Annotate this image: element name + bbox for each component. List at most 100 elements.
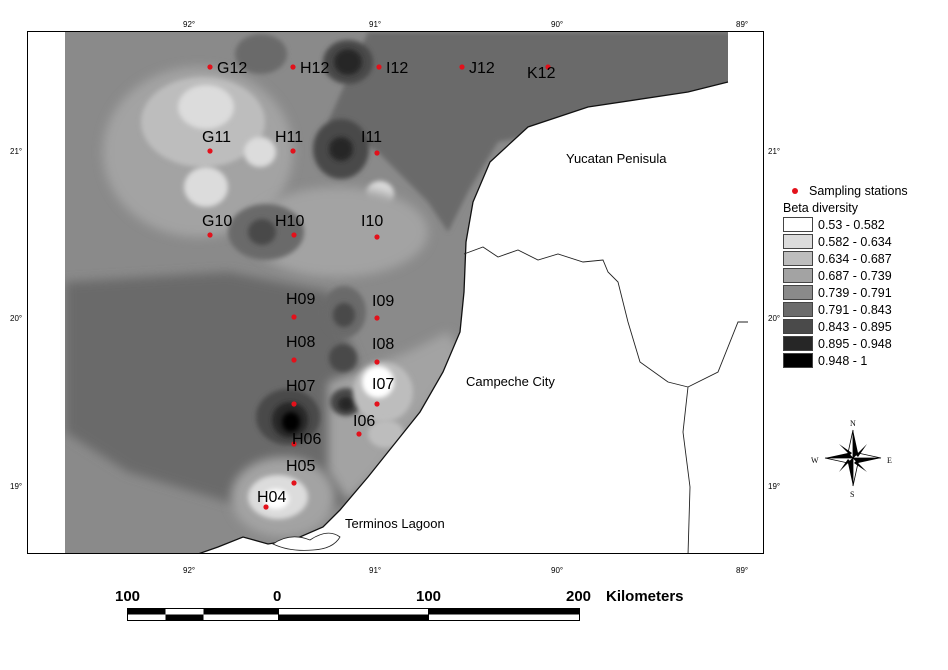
station-H08[interactable]: H08 bbox=[286, 334, 315, 363]
compass-n: N bbox=[850, 419, 856, 428]
station-label: K12 bbox=[527, 65, 556, 82]
zone-i07-inner bbox=[362, 366, 394, 398]
legend-class-label: 0.634 - 0.687 bbox=[818, 251, 892, 266]
place-label-yucatan: Yucatan Penisula bbox=[566, 151, 667, 166]
station-G11[interactable]: G11 bbox=[202, 129, 231, 154]
station-I11[interactable]: I11 bbox=[361, 129, 382, 156]
lon-tick-bottom-91: 91° bbox=[369, 566, 382, 575]
legend-class-row: 0.53 - 0.582 bbox=[783, 216, 943, 233]
station-H04[interactable]: H04 bbox=[257, 489, 286, 510]
compass-w: W bbox=[811, 456, 819, 465]
beta-diversity-map: Yucatan Penisula Campeche City Terminos … bbox=[65, 32, 748, 553]
legend-class-label: 0.948 - 1 bbox=[818, 353, 868, 368]
place-label-terminos: Terminos Lagoon bbox=[345, 516, 445, 531]
legend-stations-row: Sampling stations bbox=[783, 182, 943, 199]
zone-g12-dark bbox=[235, 34, 287, 74]
station-H09[interactable]: H09 bbox=[286, 291, 315, 320]
lon-tick-top-92: 92° bbox=[183, 20, 196, 29]
legend: Sampling stations Beta diversity 0.53 - … bbox=[783, 182, 943, 369]
station-dot bbox=[374, 315, 380, 321]
legend-classes: 0.53 - 0.582 0.582 - 0.634 0.634 - 0.687 0.… bbox=[783, 216, 943, 369]
station-label: H06 bbox=[292, 431, 321, 448]
legend-swatch bbox=[783, 217, 813, 232]
station-dot bbox=[374, 401, 380, 407]
lon-tick-bottom-92: 92° bbox=[183, 566, 196, 575]
station-label: G10 bbox=[202, 213, 232, 230]
state-boundary-campeche bbox=[682, 386, 691, 553]
legend-swatch bbox=[783, 268, 813, 283]
station-I10[interactable]: I10 bbox=[361, 213, 383, 240]
lat-tick-right-21: 21° bbox=[768, 147, 781, 156]
station-H06[interactable]: H06 bbox=[291, 431, 321, 448]
legend-swatch bbox=[783, 319, 813, 334]
station-I08[interactable]: I08 bbox=[372, 336, 394, 365]
station-H05[interactable]: H05 bbox=[286, 458, 315, 486]
station-label: H10 bbox=[275, 213, 304, 230]
station-H07[interactable]: H07 bbox=[286, 378, 315, 407]
station-dot bbox=[207, 232, 213, 238]
station-label: H04 bbox=[257, 489, 286, 506]
station-label: I09 bbox=[372, 293, 394, 310]
station-dot bbox=[374, 234, 380, 240]
lon-tick-top-91: 91° bbox=[369, 20, 382, 29]
station-H11[interactable]: H11 bbox=[275, 129, 303, 154]
zone-h12-core bbox=[334, 49, 362, 75]
station-H12[interactable]: H12 bbox=[290, 60, 329, 77]
legend-class-label: 0.791 - 0.843 bbox=[818, 302, 892, 317]
scale-bar-graphic bbox=[127, 608, 580, 621]
station-dot bbox=[291, 357, 297, 363]
station-dot bbox=[291, 314, 297, 320]
lon-tick-bottom-89: 89° bbox=[736, 566, 749, 575]
station-I09[interactable]: I09 bbox=[372, 293, 394, 321]
diversity-surface bbox=[65, 32, 728, 553]
map-frame: Yucatan Penisula Campeche City Terminos … bbox=[27, 31, 764, 554]
station-dot bbox=[459, 64, 465, 70]
station-label: H08 bbox=[286, 334, 315, 351]
zone-h06-core bbox=[282, 412, 300, 432]
station-dot bbox=[290, 64, 296, 70]
scale-label-100: 100 bbox=[416, 588, 442, 605]
station-label: H05 bbox=[286, 458, 315, 475]
station-I07[interactable]: I07 bbox=[372, 376, 394, 407]
legend-class-label: 0.582 - 0.634 bbox=[818, 234, 892, 249]
legend-title: Beta diversity bbox=[783, 199, 943, 216]
station-G10[interactable]: G10 bbox=[202, 213, 232, 238]
zone-i07-core bbox=[338, 397, 354, 411]
station-I06[interactable]: I06 bbox=[353, 413, 375, 437]
legend-class-label: 0.843 - 0.895 bbox=[818, 319, 892, 334]
station-H10[interactable]: H10 bbox=[275, 213, 304, 238]
legend-class-row: 0.739 - 0.791 bbox=[783, 284, 943, 301]
legend-class-label: 0.687 - 0.739 bbox=[818, 268, 892, 283]
station-I12[interactable]: I12 bbox=[376, 60, 408, 77]
station-label: J12 bbox=[469, 60, 495, 77]
legend-class-row: 0.791 - 0.843 bbox=[783, 301, 943, 318]
scale-label-0: 0 bbox=[273, 588, 282, 605]
zone-i11-core bbox=[329, 137, 353, 161]
station-G12[interactable]: G12 bbox=[207, 60, 247, 77]
legend-swatch bbox=[783, 353, 813, 368]
zone-h10-core bbox=[248, 219, 276, 245]
station-dot bbox=[374, 359, 380, 365]
station-label: H09 bbox=[286, 291, 315, 308]
station-dot bbox=[207, 64, 213, 70]
state-boundary-yucatan bbox=[463, 246, 689, 388]
scale-label-100-left: 100 bbox=[115, 588, 141, 605]
legend-class-row: 0.634 - 0.687 bbox=[783, 250, 943, 267]
legend-class-row: 0.843 - 0.895 bbox=[783, 318, 943, 335]
station-dot bbox=[291, 401, 297, 407]
lon-tick-top-89: 89° bbox=[736, 20, 749, 29]
zone-g11-inner bbox=[178, 85, 234, 129]
legend-class-row: 0.948 - 1 bbox=[783, 352, 943, 369]
station-dot bbox=[374, 150, 380, 156]
zone-h09-core bbox=[333, 303, 355, 327]
station-J12[interactable]: J12 bbox=[459, 60, 495, 77]
terminos-lagoon bbox=[272, 532, 341, 551]
legend-class-row: 0.582 - 0.634 bbox=[783, 233, 943, 250]
legend-class-row: 0.895 - 0.948 bbox=[783, 335, 943, 352]
compass-s: S bbox=[850, 490, 854, 499]
station-K12[interactable]: K12 bbox=[527, 64, 556, 82]
coastline bbox=[198, 81, 729, 553]
station-dot bbox=[291, 232, 297, 238]
compass-rose-icon: N S E W bbox=[811, 419, 892, 499]
legend-stations-label: Sampling stations bbox=[809, 183, 908, 198]
